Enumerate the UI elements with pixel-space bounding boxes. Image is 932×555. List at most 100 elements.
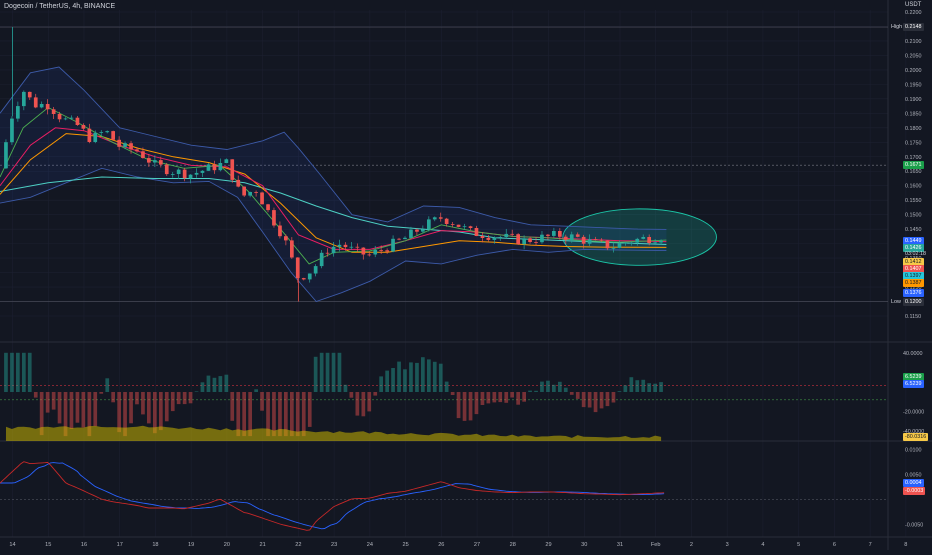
osc-bar: [129, 392, 133, 424]
macd-label-tag[interactable]: 0.0004: [903, 479, 924, 487]
osc-bar: [290, 392, 294, 437]
price-tick: 0.1450: [905, 227, 922, 233]
osc-bar: [385, 370, 389, 392]
candle-body: [248, 192, 252, 196]
candle-body: [188, 174, 193, 179]
osc-bar: [438, 363, 443, 392]
osc-bar: [272, 392, 276, 437]
time-tick: 4: [761, 542, 764, 548]
price-label-tag[interactable]: 0.1376: [903, 289, 924, 297]
osc-label-tag[interactable]: 6.5239: [903, 373, 924, 381]
candle-body: [462, 226, 467, 228]
candle-body: [403, 237, 407, 240]
candle-body: [337, 244, 342, 247]
candle-body: [284, 236, 288, 241]
osc-bar: [403, 369, 407, 392]
candle-body: [617, 243, 622, 248]
symbol-title[interactable]: Dogecoin / TetherUS, 4h, BINANCE: [4, 3, 116, 10]
candle-body: [415, 229, 419, 232]
macd-tick: 0.0050: [905, 473, 922, 479]
osc-bar: [349, 392, 354, 398]
price-tick: 0.1650: [905, 169, 922, 175]
time-tick: 19: [188, 542, 194, 548]
time-tick: 29: [545, 542, 551, 548]
candle-body: [361, 247, 366, 255]
price-tick: 0.1250: [905, 285, 922, 291]
candle-body: [230, 159, 235, 180]
time-tick: Feb: [651, 542, 661, 548]
candle-body: [182, 169, 187, 179]
price-tick: 0.2200: [905, 10, 922, 16]
highlight-ellipse[interactable]: [562, 208, 717, 266]
candle-body: [373, 250, 378, 255]
osc-bar: [325, 352, 330, 392]
osc-bar: [194, 391, 199, 392]
time-tick: 27: [474, 542, 480, 548]
price-label-tag[interactable]: 0.1407: [903, 265, 924, 273]
candle-body: [224, 159, 229, 163]
price-label-tag[interactable]: 0.1387: [903, 279, 924, 287]
osc-tick: 40.0000: [903, 351, 923, 357]
candle-body: [99, 132, 104, 133]
candle-body: [278, 225, 282, 237]
macd-tick: -0.0050: [905, 523, 923, 529]
osc-bar: [534, 390, 538, 392]
price-label-tag[interactable]: 0.1671: [903, 161, 924, 170]
price-label-tag[interactable]: 0.1449: [903, 237, 924, 245]
time-tick: 21: [260, 542, 266, 548]
candle-body: [468, 226, 473, 228]
candle-body: [129, 143, 133, 150]
osc-bar: [379, 376, 383, 392]
currency-label[interactable]: USDT: [905, 2, 922, 8]
low-value-tag[interactable]: 0.1200: [903, 297, 924, 306]
osc-bar: [599, 392, 604, 409]
osc-label-tag[interactable]: -80.0316: [903, 433, 929, 441]
oscillator-pane: [0, 352, 888, 441]
macd-signal-line: [0, 462, 665, 530]
osc-bar: [313, 356, 318, 392]
osc-bar: [552, 384, 556, 392]
osc-bar: [629, 377, 634, 392]
price-label-tag[interactable]: 0.1397: [903, 272, 924, 280]
osc-bar: [355, 392, 360, 416]
osc-bar: [427, 359, 431, 392]
osc-bar: [623, 385, 628, 392]
time-tick: 24: [367, 542, 373, 548]
time-tick: 2: [690, 542, 693, 548]
osc-bar: [284, 392, 288, 437]
osc-bar: [432, 361, 437, 392]
candle-body: [450, 224, 455, 225]
osc-bar: [409, 362, 413, 392]
osc-bar: [123, 392, 127, 437]
candle-body: [385, 250, 389, 252]
candle-body: [444, 218, 449, 224]
high-value-tag[interactable]: 0.2148: [903, 23, 924, 32]
candle-body: [170, 174, 175, 175]
time-tick: 7: [869, 542, 872, 548]
macd-label-tag[interactable]: -0.0003: [903, 487, 926, 495]
price-label-tag[interactable]: 0.1412: [903, 258, 924, 266]
osc-bar: [569, 392, 574, 395]
osc-label-tag[interactable]: 6.5239: [903, 380, 924, 388]
osc-bar: [373, 392, 378, 396]
osc-bar: [188, 392, 193, 404]
osc-bar: [224, 374, 229, 392]
osc-bar: [176, 392, 181, 405]
osc-bar: [504, 392, 509, 403]
candle-body: [427, 219, 431, 230]
osc-bar: [295, 392, 300, 437]
time-tick: 25: [402, 542, 408, 548]
osc-bar: [69, 392, 74, 429]
price-tick: 0.2050: [905, 53, 922, 59]
price-tick: 0.1150: [905, 314, 921, 320]
candle-body: [10, 118, 14, 143]
macd-tick: 0.0100: [905, 448, 922, 454]
candle-body: [69, 117, 74, 119]
macd-pane: [0, 461, 888, 531]
price-tick: 0.2000: [905, 68, 922, 74]
candle-body: [528, 238, 532, 242]
osc-bar: [135, 392, 139, 405]
osc-bar: [415, 362, 419, 392]
price-label-tag[interactable]: 0.1426: [903, 244, 924, 252]
